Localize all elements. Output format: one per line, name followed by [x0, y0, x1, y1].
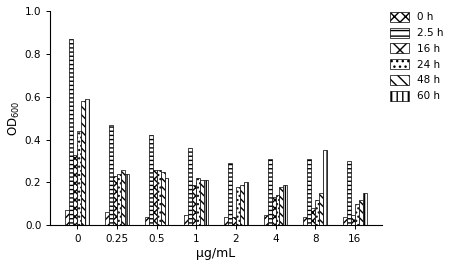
Bar	[152, 170, 156, 225]
Bar	[232, 217, 236, 225]
Bar	[165, 178, 169, 225]
Bar	[267, 159, 272, 225]
Bar	[149, 135, 152, 225]
Bar	[276, 195, 280, 225]
Bar	[323, 150, 327, 225]
Bar	[113, 176, 117, 225]
X-axis label: μg/mL: μg/mL	[197, 247, 236, 260]
Bar	[315, 199, 319, 225]
Bar	[244, 182, 248, 225]
Legend: 0 h, 2.5 h, 16 h, 24 h, 48 h, 60 h: 0 h, 2.5 h, 16 h, 24 h, 48 h, 60 h	[390, 12, 444, 101]
Bar	[85, 99, 89, 225]
Bar	[69, 39, 74, 225]
Bar	[189, 148, 192, 225]
Bar	[307, 159, 311, 225]
Bar	[283, 184, 287, 225]
Bar	[200, 180, 204, 225]
Bar	[145, 217, 149, 225]
Bar	[351, 215, 355, 225]
Bar	[161, 172, 165, 225]
Bar	[228, 163, 232, 225]
Bar	[240, 184, 244, 225]
Y-axis label: OD$_{600}$: OD$_{600}$	[7, 100, 22, 136]
Bar	[192, 184, 196, 225]
Bar	[303, 217, 307, 225]
Bar	[272, 197, 276, 225]
Bar	[184, 215, 189, 225]
Bar	[121, 170, 125, 225]
Bar	[224, 217, 228, 225]
Bar	[65, 210, 69, 225]
Bar	[156, 170, 161, 225]
Bar	[105, 212, 109, 225]
Bar	[236, 187, 240, 225]
Bar	[363, 193, 367, 225]
Bar	[311, 208, 315, 225]
Bar	[319, 193, 323, 225]
Bar	[109, 124, 113, 225]
Bar	[81, 101, 85, 225]
Bar	[347, 161, 351, 225]
Bar	[204, 180, 208, 225]
Bar	[74, 155, 77, 225]
Bar	[355, 204, 359, 225]
Bar	[117, 174, 121, 225]
Bar	[77, 131, 81, 225]
Bar	[280, 187, 283, 225]
Bar	[196, 178, 200, 225]
Bar	[343, 217, 347, 225]
Bar	[264, 215, 267, 225]
Bar	[125, 174, 129, 225]
Bar	[359, 199, 363, 225]
